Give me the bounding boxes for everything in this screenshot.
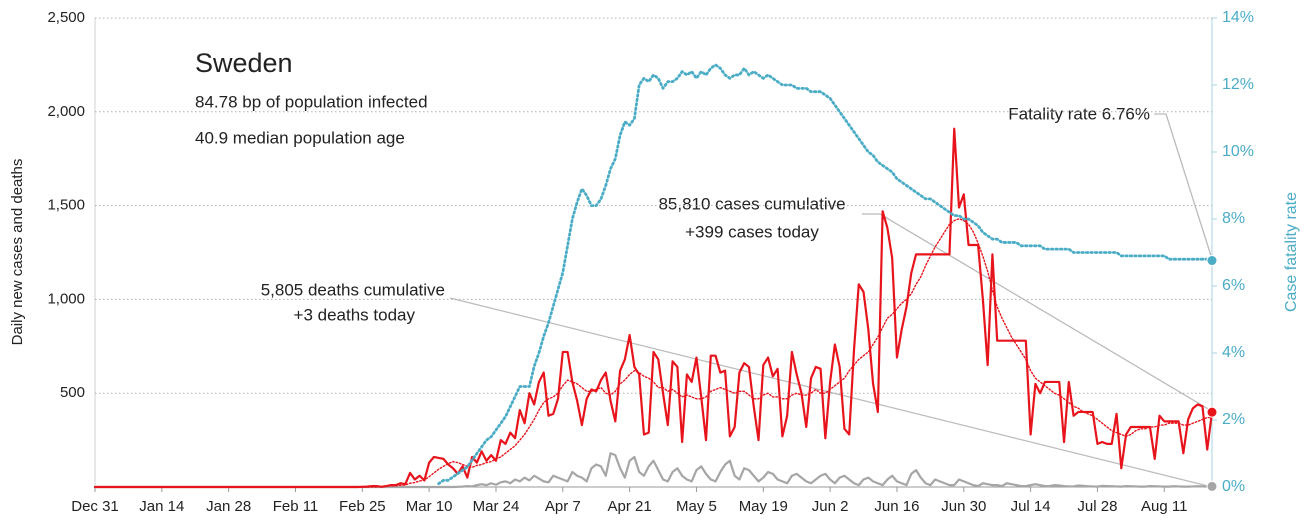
y-tick-label: 1,500 bbox=[47, 197, 85, 214]
y2-tick-label: 2% bbox=[1222, 411, 1245, 428]
series-line bbox=[93, 452, 1214, 489]
y2-tick-label: 14% bbox=[1222, 9, 1254, 26]
y2-tick-label: 0% bbox=[1222, 478, 1245, 495]
y2-tick-label: 8% bbox=[1222, 210, 1245, 227]
annotation: Fatality rate 6.76% bbox=[1008, 104, 1150, 123]
y2-axis-title: Case fatality rate bbox=[1283, 192, 1300, 312]
x-tick-label: May 5 bbox=[676, 498, 717, 515]
y-tick-label: 500 bbox=[60, 384, 85, 401]
subtitle: 40.9 median population age bbox=[195, 128, 405, 147]
x-tick-label: Feb 11 bbox=[273, 498, 319, 515]
x-tick-label: Mar 10 bbox=[406, 498, 453, 515]
x-tick-label: Jun 2 bbox=[812, 498, 849, 515]
series-line bbox=[93, 127, 1214, 489]
x-tick-label: Jun 30 bbox=[941, 498, 986, 515]
subtitle: 84.78 bp of population infected bbox=[195, 92, 428, 111]
y-axis-title: Daily new cases and deaths bbox=[9, 159, 26, 346]
chart-title: Sweden bbox=[195, 48, 293, 78]
x-tick-label: Jan 28 bbox=[206, 498, 251, 515]
annotation: 85,810 cases cumulative bbox=[658, 194, 845, 213]
x-tick-label: May 19 bbox=[739, 498, 788, 515]
y2-tick-label: 4% bbox=[1222, 344, 1245, 361]
x-tick-label: Mar 24 bbox=[473, 498, 520, 515]
x-tick-label: Feb 25 bbox=[339, 498, 386, 515]
end-marker bbox=[1206, 255, 1218, 267]
end-marker bbox=[1206, 406, 1218, 418]
y2-tick-label: 6% bbox=[1222, 277, 1245, 294]
annotation: +399 cases today bbox=[685, 222, 819, 241]
x-tick-label: Jun 16 bbox=[874, 498, 919, 515]
series-line bbox=[437, 63, 1214, 486]
annotation: +3 deaths today bbox=[294, 305, 416, 324]
leader-line bbox=[1154, 113, 1213, 260]
x-tick-label: Jul 28 bbox=[1077, 498, 1117, 515]
y-tick-label: 2,500 bbox=[47, 9, 85, 26]
x-tick-label: Apr 21 bbox=[608, 498, 652, 515]
x-tick-label: Jul 14 bbox=[1011, 498, 1051, 515]
y2-tick-label: 12% bbox=[1222, 76, 1254, 93]
end-marker bbox=[1206, 480, 1218, 492]
x-tick-label: Apr 7 bbox=[545, 498, 581, 515]
x-tick-label: Jan 14 bbox=[139, 498, 184, 515]
annotation: 5,805 deaths cumulative bbox=[261, 280, 445, 299]
leader-line bbox=[862, 213, 1211, 411]
x-tick-label: Aug 11 bbox=[1141, 498, 1187, 515]
y2-tick-label: 10% bbox=[1222, 143, 1254, 160]
y-tick-label: 2,000 bbox=[47, 103, 85, 120]
leader-line bbox=[449, 297, 1213, 488]
x-tick-label: Dec 31 bbox=[71, 498, 119, 515]
y-tick-label: 1,000 bbox=[47, 290, 85, 307]
